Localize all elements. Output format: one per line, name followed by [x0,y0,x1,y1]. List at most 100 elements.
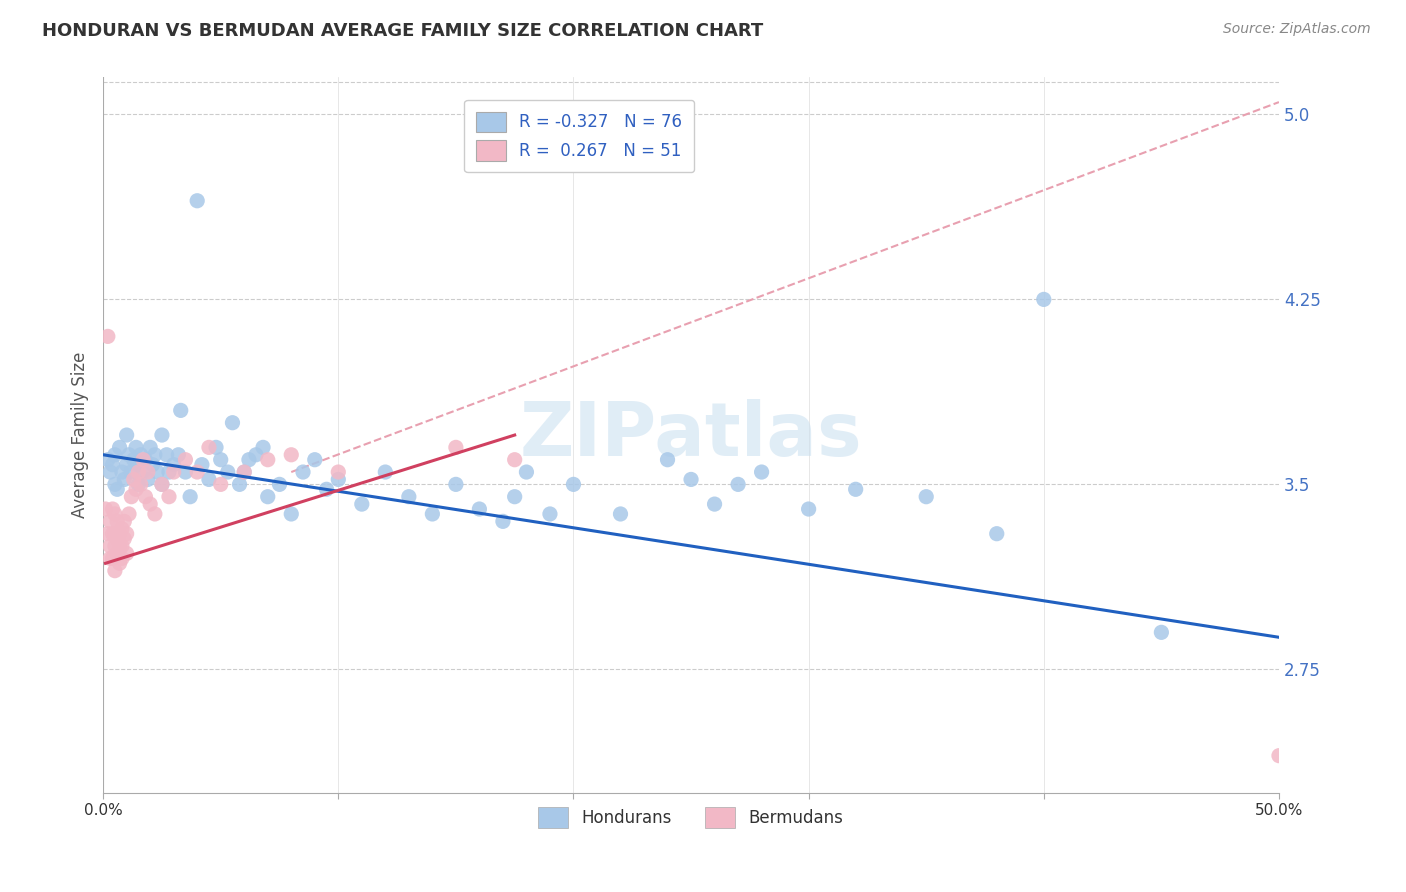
Point [167,448,190,462]
Text: Source: ZipAtlas.com: Source: ZipAtlas.com [1223,22,1371,37]
Point [136,465,159,479]
Point [134,490,156,504]
Point [1032,293,1054,307]
Point [797,502,820,516]
Point [845,483,868,497]
Point [245,448,267,462]
Point [105,546,128,560]
Point [141,458,163,472]
Point [915,490,938,504]
Point [256,490,278,504]
Point [98,514,121,528]
Point [98,539,121,553]
Point [129,477,152,491]
Point [105,532,128,546]
Point [101,551,124,566]
Point [150,477,173,491]
Point [328,472,350,486]
Point [280,448,302,462]
Point [127,458,149,472]
Point [104,564,127,578]
Point [179,490,201,504]
Point [157,490,180,504]
Point [703,497,725,511]
Point [139,441,162,455]
Point [374,465,396,479]
Point [108,526,131,541]
Point [562,477,585,491]
Point [146,465,169,479]
Legend: Hondurans, Bermudans: Hondurans, Bermudans [531,801,851,834]
Point [118,507,141,521]
Point [328,465,350,479]
Point [468,502,491,516]
Point [115,458,138,472]
Point [186,194,208,208]
Point [112,532,135,546]
Point [538,507,561,521]
Point [104,477,127,491]
Point [143,507,166,521]
Point [252,441,274,455]
Point [1268,748,1291,763]
Point [209,477,232,491]
Point [256,452,278,467]
Point [136,472,159,486]
Point [1150,625,1173,640]
Point [217,465,239,479]
Point [120,490,142,504]
Point [174,452,197,467]
Point [111,465,134,479]
Point [129,448,152,462]
Point [727,477,749,491]
Point [104,448,127,462]
Point [280,507,302,521]
Point [143,448,166,462]
Y-axis label: Average Family Size: Average Family Size [72,351,89,518]
Point [150,428,173,442]
Point [101,458,124,472]
Point [132,452,155,467]
Point [163,458,186,472]
Point [104,526,127,541]
Point [98,551,121,566]
Point [101,502,124,516]
Point [398,490,420,504]
Point [125,441,148,455]
Point [98,465,121,479]
Point [139,497,162,511]
Point [115,526,138,541]
Point [233,465,256,479]
Point [198,472,221,486]
Point [751,465,773,479]
Point [111,551,134,566]
Point [97,452,120,467]
Point [108,539,131,553]
Point [127,465,149,479]
Point [127,477,149,491]
Point [986,526,1008,541]
Point [444,441,467,455]
Point [609,507,631,521]
Text: HONDURAN VS BERMUDAN AVERAGE FAMILY SIZE CORRELATION CHART: HONDURAN VS BERMUDAN AVERAGE FAMILY SIZE… [42,22,763,40]
Point [304,452,326,467]
Point [221,416,243,430]
Point [97,329,120,343]
Point [111,522,134,536]
Point [94,502,117,516]
Point [170,403,193,417]
Point [118,448,141,462]
Point [186,465,208,479]
Point [132,465,155,479]
Point [228,477,250,491]
Text: ZIPatlas: ZIPatlas [520,399,862,472]
Point [503,452,526,467]
Point [157,465,180,479]
Point [104,507,127,521]
Point [209,452,232,467]
Point [205,441,228,455]
Point [108,441,131,455]
Point [198,441,221,455]
Point [503,490,526,504]
Point [191,458,214,472]
